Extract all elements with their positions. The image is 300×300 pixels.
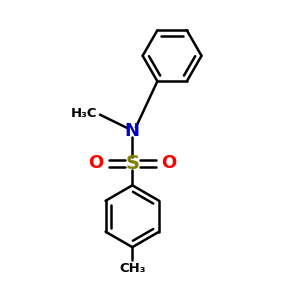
Text: N: N: [125, 122, 140, 140]
Text: CH₃: CH₃: [119, 262, 146, 275]
Text: H₃C: H₃C: [70, 107, 97, 120]
Text: S: S: [125, 154, 139, 173]
Text: O: O: [88, 154, 103, 172]
Text: O: O: [161, 154, 177, 172]
